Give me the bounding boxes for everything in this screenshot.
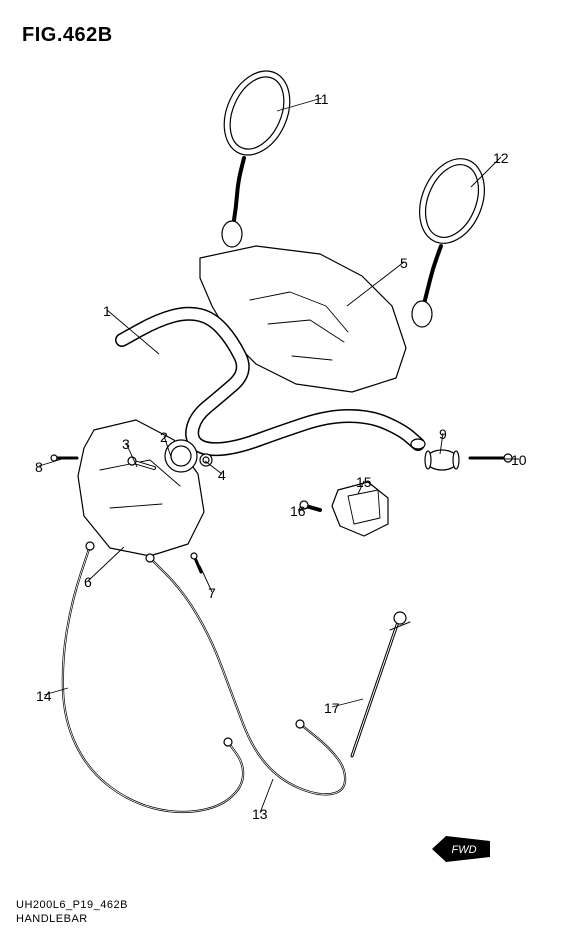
callout-13: 13 [252, 806, 268, 822]
callout-14: 14 [36, 688, 52, 704]
callout-6: 6 [84, 574, 92, 590]
callout-12: 12 [493, 150, 509, 166]
callout-15: 15 [356, 474, 372, 490]
callout-7: 7 [208, 585, 216, 601]
callout-16: 16 [290, 503, 306, 519]
callout-3: 3 [122, 436, 130, 452]
callout-2: 2 [160, 429, 168, 445]
callout-10: 10 [511, 452, 527, 468]
fwd-text: FWD [451, 844, 476, 856]
exploded-diagram [0, 0, 569, 930]
callout-5: 5 [400, 255, 408, 271]
footer-part-name: HANDLEBAR [16, 913, 88, 925]
callout-1: 1 [103, 303, 111, 319]
callout-11: 11 [314, 91, 329, 107]
callout-4: 4 [218, 467, 226, 483]
callout-17: 17 [324, 700, 340, 716]
callout-8: 8 [35, 459, 43, 475]
fwd-arrow-badge: FWD [432, 836, 490, 862]
footer-part-code: UH200L6_P19_462B [16, 899, 128, 911]
callout-9: 9 [439, 426, 447, 442]
